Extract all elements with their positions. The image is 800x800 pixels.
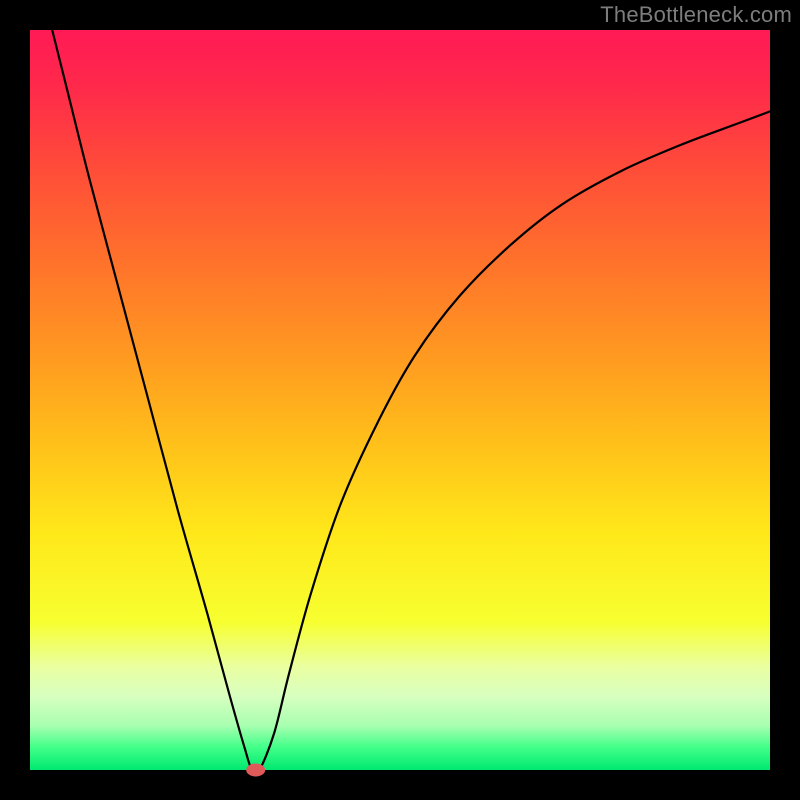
bottleneck-chart (0, 0, 800, 800)
minimum-marker (247, 764, 265, 776)
watermark-text: TheBottleneck.com (600, 0, 800, 28)
chart-container: TheBottleneck.com (0, 0, 800, 800)
plot-area (30, 30, 770, 770)
